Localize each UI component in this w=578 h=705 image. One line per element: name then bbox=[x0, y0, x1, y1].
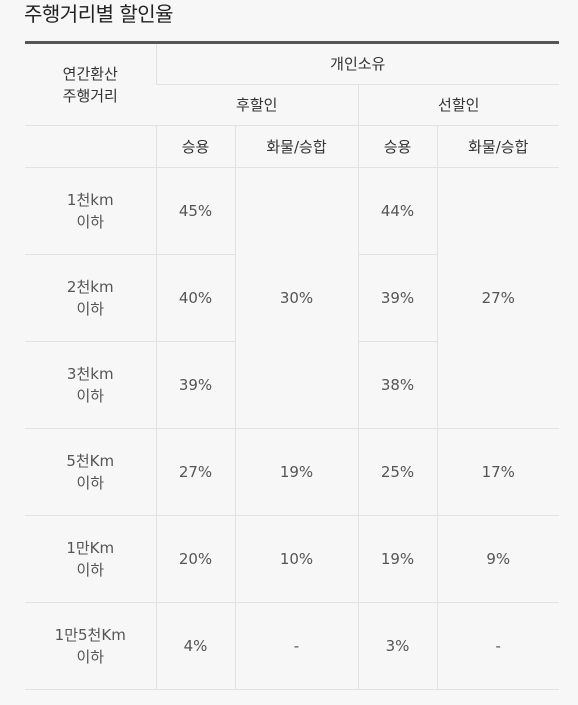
cell-value: 39% bbox=[155, 341, 235, 429]
table-row: 5천Km 이하 27% 19% 25% 17% bbox=[25, 428, 560, 516]
table-row: 1만Km 이하 20% 10% 19% 9% bbox=[25, 515, 560, 603]
table-row: 1만5천Km 이하 4% - 3% - bbox=[25, 602, 560, 690]
group-header: 개인소유 bbox=[155, 44, 560, 85]
cell-value: 19% bbox=[357, 515, 437, 603]
row-label: 1만5천Km 이하 bbox=[25, 602, 156, 690]
discount-table: 연간환산 주행거리 개인소유 후할인 선할인 승용 화물/승합 승용 화물/승합… bbox=[25, 44, 560, 690]
row-label: 3천km 이하 bbox=[25, 341, 156, 429]
subgroup-header-post: 후할인 bbox=[156, 84, 358, 126]
cell-value: 27% bbox=[436, 167, 560, 429]
cell-value: 44% bbox=[357, 167, 437, 255]
cell-value: 3% bbox=[357, 602, 437, 690]
cell-value: 45% bbox=[155, 167, 235, 255]
col-header: 승용 bbox=[357, 125, 437, 168]
cell-value: 25% bbox=[357, 428, 437, 516]
cell-value: - bbox=[436, 602, 560, 690]
cell-value: 19% bbox=[234, 428, 358, 516]
cell-value: - bbox=[234, 602, 358, 690]
table-row: 2천km 이하 40% 39% bbox=[25, 254, 559, 342]
table-top-rule bbox=[25, 41, 559, 44]
cell-value: 10% bbox=[234, 515, 358, 603]
row-label-header: 연간환산 주행거리 bbox=[25, 44, 156, 126]
spacer-cell bbox=[25, 125, 156, 168]
cell-value: 20% bbox=[155, 515, 235, 603]
row-label: 2천km 이하 bbox=[25, 254, 156, 342]
cell-value: 30% bbox=[234, 167, 358, 429]
cell-value: 40% bbox=[155, 254, 235, 342]
page-title: 주행거리별 할인율 bbox=[24, 2, 174, 26]
cell-value: 17% bbox=[436, 428, 560, 516]
cell-value: 4% bbox=[155, 602, 235, 690]
row-label: 1천km 이하 bbox=[25, 167, 156, 255]
row-label: 1만Km 이하 bbox=[25, 515, 156, 603]
table-row: 3천km 이하 39% 38% bbox=[25, 341, 559, 429]
cell-value: 38% bbox=[357, 341, 437, 429]
col-header: 화물/승합 bbox=[436, 125, 560, 168]
cell-value: 39% bbox=[357, 254, 437, 342]
col-header: 화물/승합 bbox=[234, 125, 358, 168]
cell-value: 27% bbox=[155, 428, 235, 516]
cell-value: 9% bbox=[436, 515, 560, 603]
row-label: 5천Km 이하 bbox=[25, 428, 156, 516]
table-row: 1천km 이하 45% 30% 44% 27% bbox=[25, 167, 560, 429]
subgroup-header-pre: 선할인 bbox=[357, 84, 560, 126]
col-header: 승용 bbox=[155, 125, 235, 168]
